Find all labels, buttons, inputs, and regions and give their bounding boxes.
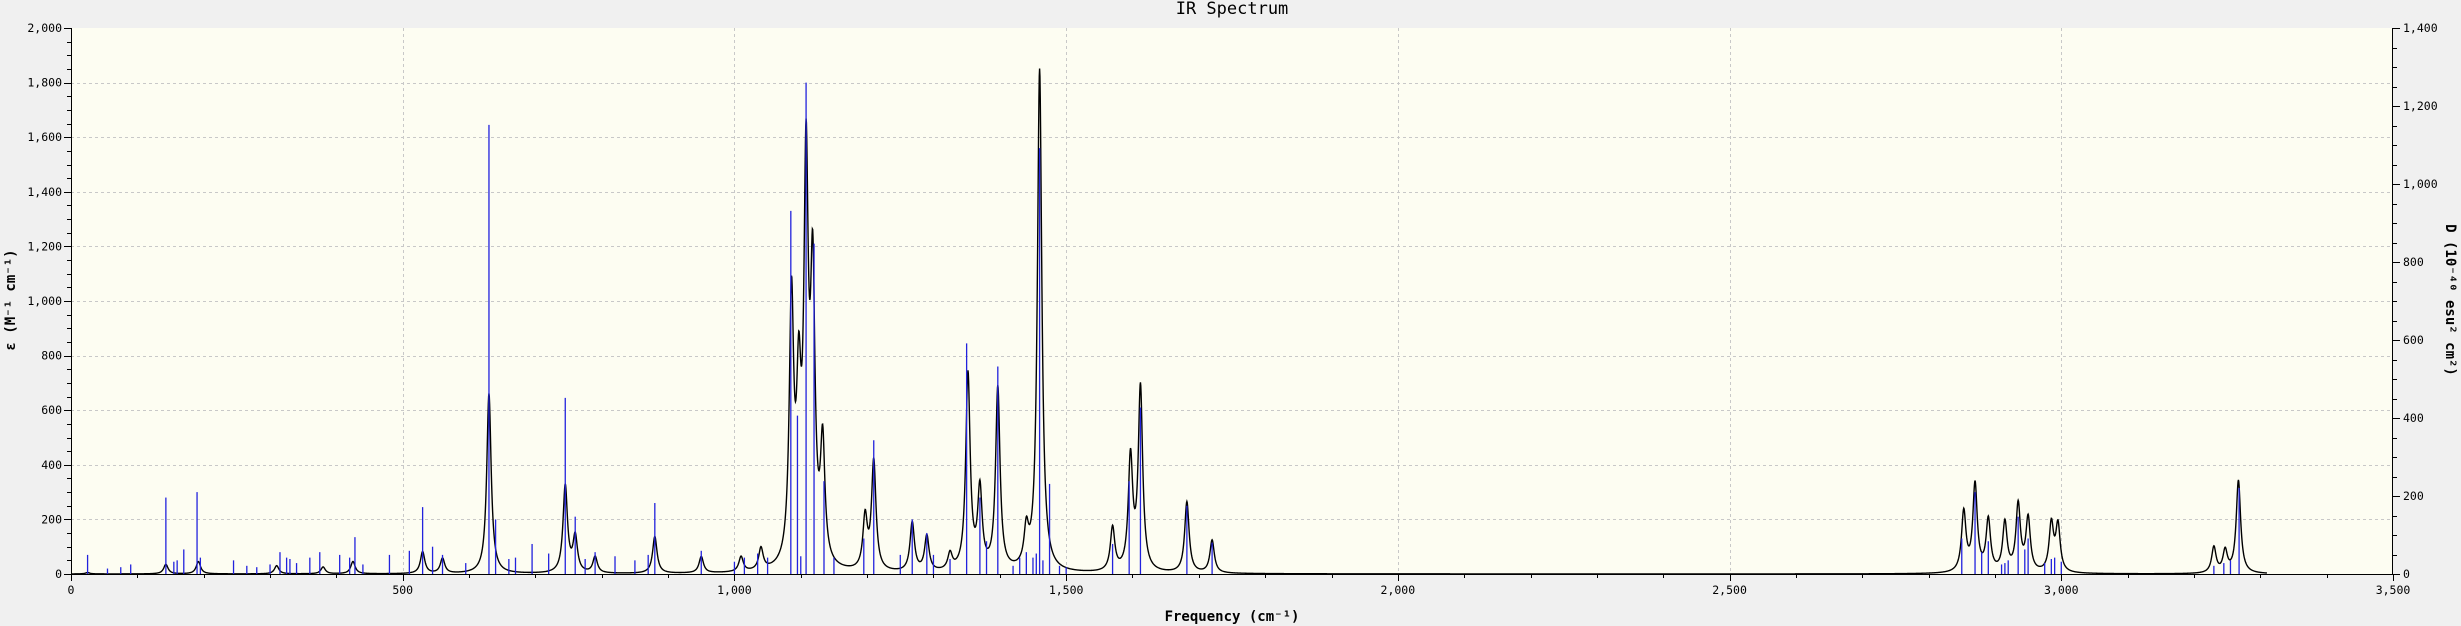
y-tick-label: 600 — [41, 403, 62, 417]
y2-axis-ticks: 0 200 400 600 800 1,000 1,200 1,400 — [2393, 21, 2438, 581]
y-tick-label: 200 — [41, 512, 62, 526]
chart-title: IR Spectrum — [1176, 0, 1289, 19]
y2-tick-label: 400 — [2403, 411, 2424, 425]
x-axis-title: Frequency (cm⁻¹) — [1165, 609, 1300, 625]
y-tick-label: 1,600 — [27, 130, 62, 144]
y-tick-label: 400 — [41, 458, 62, 472]
grid — [71, 28, 2393, 574]
y2-tick-label: 1,200 — [2403, 99, 2438, 113]
x-tick-label: 500 — [392, 583, 413, 597]
x-tick-label: 0 — [68, 583, 75, 597]
y2-tick-label: 0 — [2403, 567, 2410, 581]
y2-tick-label: 800 — [2403, 255, 2424, 269]
y-axis-title: ε (M⁻¹ cm⁻¹) — [3, 249, 19, 350]
y-tick-label: 1,200 — [27, 239, 62, 253]
y2-tick-label: 200 — [2403, 489, 2424, 503]
y-tick-label: 2,000 — [27, 21, 62, 35]
y-tick-label: 800 — [41, 349, 62, 363]
x-tick-label: 2,500 — [1712, 583, 1747, 597]
oscillator-sticks — [86, 82, 2240, 574]
x-tick-label: 1,000 — [717, 583, 752, 597]
y-axis-ticks: 0 200 400 600 800 1,000 1,200 1,400 1,600 1,800 2,… — [27, 21, 71, 581]
x-tick-label: 1,500 — [1049, 583, 1084, 597]
y2-tick-label: 600 — [2403, 333, 2424, 347]
y2-tick-label: 1,000 — [2403, 177, 2438, 191]
y2-tick-label: 1,400 — [2403, 21, 2438, 35]
y-tick-label: 1,400 — [27, 185, 62, 199]
x-tick-label: 3,000 — [2044, 583, 2079, 597]
y2-axis-title: D (10⁻⁴⁰ esu² cm²) — [2442, 224, 2458, 376]
y-tick-label: 1,000 — [27, 294, 62, 308]
ir-spectrum-line — [70, 68, 2267, 575]
x-tick-label: 2,000 — [1381, 583, 1416, 597]
x-axis-ticks: 0 500 1,000 1,500 2,000 2,500 3,000 3,500 — [68, 574, 2411, 597]
y-tick-label: 1,800 — [27, 76, 62, 90]
y-tick-label: 0 — [55, 567, 62, 581]
x-tick-label: 3,500 — [2376, 583, 2411, 597]
